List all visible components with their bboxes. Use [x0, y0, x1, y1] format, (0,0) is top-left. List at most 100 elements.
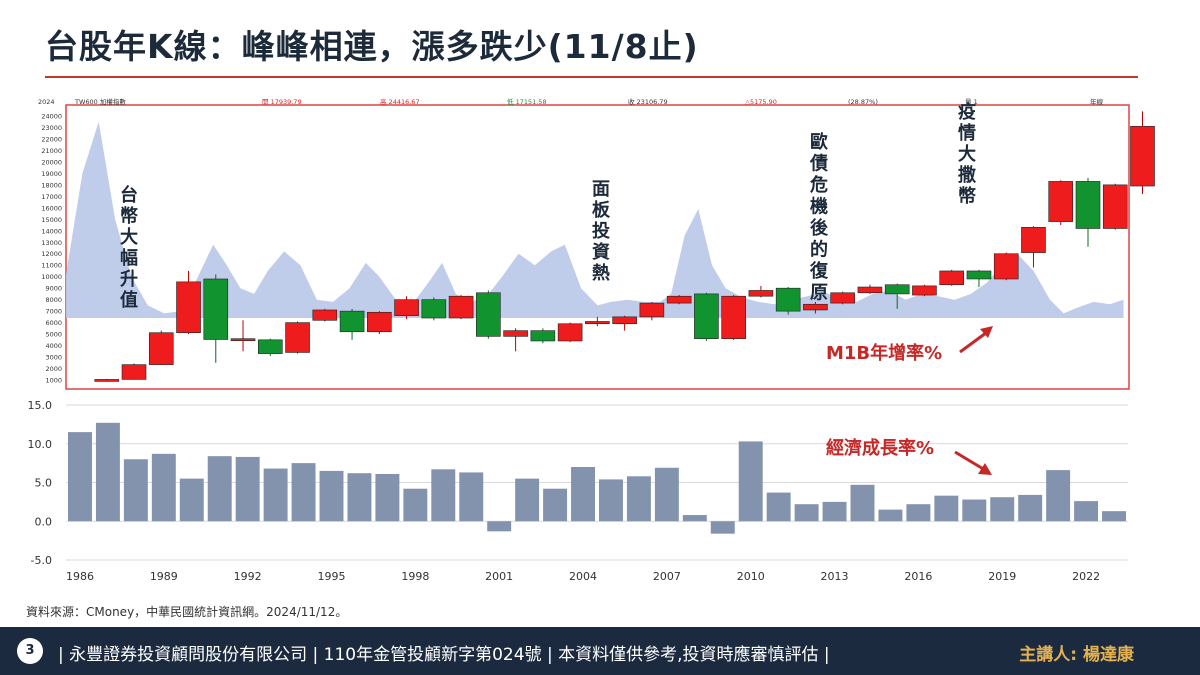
gdp-bar: [571, 467, 595, 522]
gdp-bar: [1102, 511, 1126, 522]
gdp-bar: [962, 499, 987, 522]
gdp-bar: [235, 456, 260, 522]
candle-body: [939, 270, 965, 286]
gdp-bar: [1074, 501, 1099, 522]
gdp-ytick: 10.0: [28, 438, 53, 451]
chart-canvas: 2024 TW600 加權指數 開 17939.79 高 24416.67 低 1715…: [28, 97, 1155, 583]
kline-ytick: 10000: [41, 273, 62, 281]
footer-bar: 3 | 永豐證券投資顧問股份有限公司 | 110年金管投顧新字第024號 | 本…: [0, 627, 1200, 675]
gdp-ytick: 0.0: [35, 515, 53, 528]
candle-body: [203, 278, 229, 340]
candle-body: [394, 299, 419, 317]
gdp-bar: [738, 441, 763, 522]
candle-body: [966, 270, 992, 280]
candle-body: [312, 309, 338, 321]
info-high: 高 24416.67: [380, 97, 420, 106]
gdp-bar: [263, 468, 288, 522]
info-name: TW600 加權指數: [74, 97, 126, 106]
candle-body: [721, 295, 746, 339]
candle-body: [775, 287, 801, 312]
candle-body: [176, 281, 201, 334]
candle-body: [748, 290, 774, 297]
kline-ytick: 12000: [41, 250, 62, 258]
gdp-ytick: 15.0: [28, 399, 53, 412]
gdp-bar: [123, 459, 148, 522]
info-period: 年線: [1090, 97, 1104, 106]
candle-body: [367, 311, 392, 333]
info-close: 收 23106.79: [628, 97, 668, 106]
gdp-bar: [207, 456, 232, 522]
gdp-bar: [934, 495, 959, 522]
gdp-bar: [1018, 494, 1043, 522]
info-change: △5175.90: [745, 98, 777, 106]
candle-body: [666, 295, 692, 304]
gdp-xtick: 2010: [737, 570, 765, 583]
gdp-xtick: 2016: [904, 570, 932, 583]
gdp-xtick: 2001: [485, 570, 513, 583]
candle-body: [1102, 184, 1128, 229]
gdp-bar: [431, 469, 456, 522]
candle-body: [421, 299, 447, 319]
kline-ytick: 5000: [45, 331, 62, 339]
gdp-xtick: 1992: [234, 570, 262, 583]
kline-ytick: 23000: [41, 124, 62, 132]
kline-ytick: 15000: [41, 216, 62, 224]
kline-ytick: 6000: [45, 319, 62, 327]
gdp-bar: [151, 453, 176, 522]
gdp-bar: [710, 521, 735, 534]
candle-body: [694, 293, 719, 339]
gdp-bar: [319, 470, 344, 522]
kline-ytick: 3000: [45, 354, 62, 362]
gdp-bar: [403, 488, 428, 522]
info-year: 2024: [38, 98, 55, 106]
gdp-bar: [794, 504, 819, 522]
gdp-arrowhead: [978, 463, 992, 475]
candle-body: [448, 295, 474, 319]
gdp-xtick: 1989: [150, 570, 178, 583]
kline-ytick: 24000: [41, 113, 62, 121]
gdp-bar: [599, 479, 623, 522]
gdp-bar: [654, 467, 679, 522]
candle-body: [1021, 227, 1046, 253]
page-number: 3: [17, 638, 43, 664]
info-open: 開 17939.79: [262, 98, 302, 106]
info-vol: 量 1: [965, 98, 978, 106]
candle-body: [557, 323, 583, 342]
gdp-bar: [878, 509, 903, 522]
page-title: 台股年K線：峰峰相連，漲多跌少(11/8止): [45, 27, 699, 66]
gdp-bar: [291, 463, 316, 522]
gdp-bar: [459, 472, 484, 522]
gdp-bar: [95, 422, 120, 522]
candle-body: [639, 302, 665, 318]
gdp-xtick: 1998: [401, 570, 429, 583]
m1b-arrowhead: [980, 326, 993, 338]
annotation-panel-boom: 面板投資熱: [592, 179, 611, 284]
kline-ytick: 20000: [41, 158, 62, 166]
gdp-bar: [766, 492, 791, 522]
gdp-ytick: 5.0: [35, 477, 53, 490]
kline-ytick: 2000: [45, 365, 62, 373]
kline-ytick: 21000: [41, 147, 62, 155]
gdp-bar: [682, 515, 707, 522]
footer-disclaimer: | 永豐證券投資顧問股份有限公司 | 110年金管投顧新字第024號 | 本資料…: [58, 645, 830, 665]
candle-body: [612, 316, 637, 325]
gdp-bar: [543, 488, 568, 522]
candle-body: [148, 332, 174, 365]
kline-ytick: 8000: [45, 296, 62, 304]
gdp-xtick: 2013: [821, 570, 849, 583]
gdp-bar: [822, 501, 847, 522]
candle-body: [857, 286, 883, 294]
kline-ytick: 17000: [41, 193, 62, 201]
gdp-xtick: 2007: [653, 570, 681, 583]
candle-body: [912, 285, 937, 296]
kline-ytick: 11000: [41, 262, 62, 270]
annotation-pandemic-stimulus: 疫情大撒幣: [958, 101, 977, 207]
kline-ytick: 19000: [41, 170, 62, 178]
gdp-bar: [487, 521, 512, 532]
gdp-ytick: -5.0: [31, 554, 52, 567]
gdp-label: 經濟成長率%: [826, 437, 934, 459]
kline-ytick: 14000: [41, 227, 62, 235]
candle-body: [803, 303, 828, 311]
kline-frame: [65, 104, 1130, 390]
candle-body: [94, 379, 120, 382]
